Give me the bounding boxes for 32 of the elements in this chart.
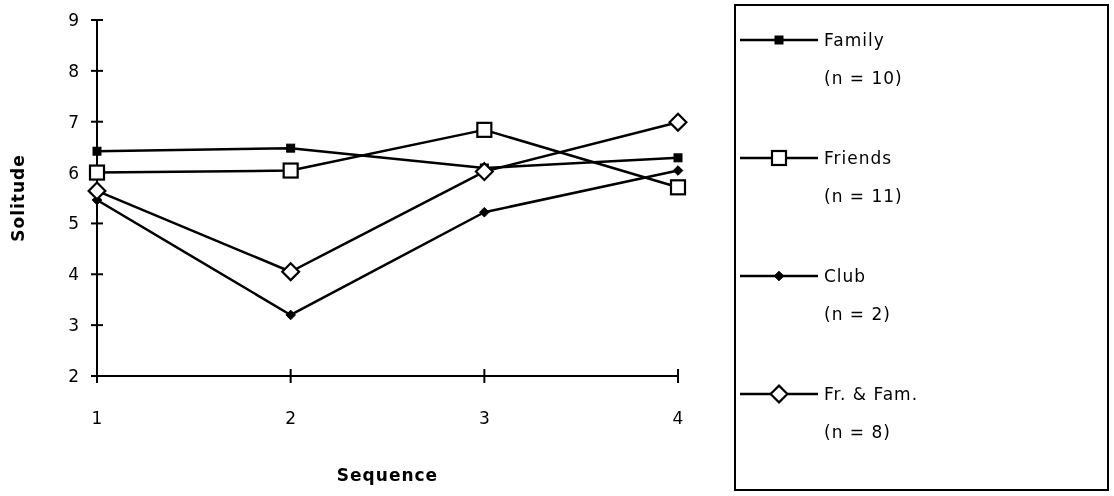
y-tick-label: 2 [68,365,79,386]
y-tick-label: 9 [68,9,79,30]
legend-label: Friends (n = 11) [824,147,903,206]
y-tick-label: 7 [68,111,79,132]
y-tick-label: 4 [68,264,79,285]
y-tick-label: 6 [68,162,79,183]
x-tick-label: 3 [478,408,490,428]
x-tick-label: 1 [91,408,103,428]
point [673,153,683,163]
y-tick-label: 5 [68,213,79,234]
legend-label: Family (n = 10) [824,29,903,88]
legend-label: Club (n = 2) [824,265,891,324]
y-tick-label: 3 [68,315,79,336]
point [669,179,687,196]
x-axis-title: Sequence [336,465,439,485]
point [88,164,106,181]
y-tick-label: 8 [68,60,79,81]
point [285,309,296,321]
x-tick-label: 2 [285,408,297,428]
point [668,112,688,132]
point [282,162,299,179]
point [474,162,494,182]
point [672,165,684,176]
legend-label: Fr. & Fam. (n = 8) [824,383,919,442]
y-axis-title: Solitude [8,154,28,242]
point [286,143,296,153]
point [479,206,490,218]
point [281,262,301,282]
point [92,146,102,156]
point [476,121,493,138]
x-tick-label: 4 [672,408,684,428]
point [87,181,107,201]
